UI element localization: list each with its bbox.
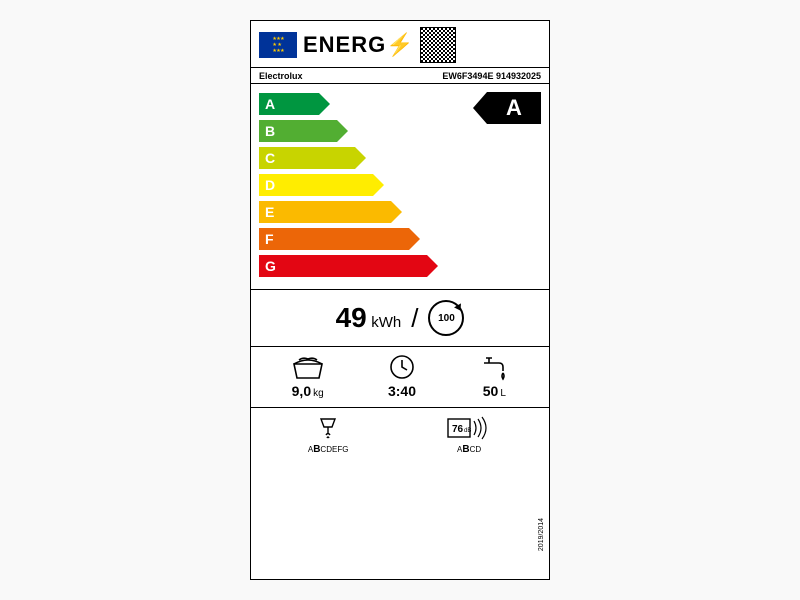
product-info-row: Electrolux EW6F3494E 914932025: [251, 68, 549, 83]
qr-code-icon: [420, 27, 456, 63]
duration-value: 3:40: [388, 383, 416, 399]
scale-letter: E: [259, 201, 391, 223]
scale-letter: D: [259, 174, 373, 196]
energy-word: ENERG: [303, 32, 386, 57]
noise-subscale: ABCD: [457, 444, 481, 455]
svg-text:dB: dB: [464, 428, 471, 434]
bolt-icon: ⚡: [386, 32, 413, 57]
speaker-icon: 76dB: [446, 414, 492, 442]
eu-flag-icon: ★ ★ ★★ ★★ ★ ★: [259, 32, 297, 58]
svg-text:76: 76: [452, 424, 464, 435]
water-value: 50: [483, 383, 499, 399]
arrow-tip: [319, 93, 330, 115]
arrow-tip: [355, 147, 366, 169]
duration-spec: 3:40: [388, 353, 416, 401]
scale-row-a: A: [259, 92, 541, 116]
model-number: EW6F3494E 914932025: [442, 71, 541, 81]
arrow-tip: [391, 201, 402, 223]
spin-subscale: ABCDEFG: [308, 444, 349, 455]
specs-row-1: 9,0kg 3:40 50L: [251, 347, 549, 407]
scale-row-g: G: [259, 254, 541, 278]
header-row: ★ ★ ★★ ★★ ★ ★ ENERG⚡: [251, 21, 549, 67]
scale-row-c: C: [259, 146, 541, 170]
arrow-tip: [373, 174, 384, 196]
noise-spec: 76dB ABCD: [446, 414, 492, 455]
scale-row-d: D: [259, 173, 541, 197]
arrow-tip: [337, 120, 348, 142]
duration-value-row: 3:40: [388, 383, 416, 401]
arrow-tip: [409, 228, 420, 250]
scale-letter: B: [259, 120, 337, 142]
spin-spec: ABCDEFG: [308, 414, 349, 455]
tap-icon: [479, 353, 509, 381]
kwh-block: 49 kWh: [336, 302, 402, 334]
water-unit: L: [500, 388, 506, 399]
scale-row-b: B: [259, 119, 541, 143]
cycles-icon: 100: [428, 300, 464, 336]
capacity-spec: 9,0kg: [291, 353, 325, 401]
scale-letter: C: [259, 147, 355, 169]
efficiency-scale: A ABCDEFG: [251, 84, 549, 289]
specs-row-2: ABCDEFG 76dB ABCD: [251, 408, 549, 461]
basket-icon: [291, 353, 325, 381]
capacity-unit: kg: [313, 388, 324, 399]
clock-icon: [388, 353, 416, 381]
energy-title: ENERG⚡: [303, 32, 414, 58]
scale-row-e: E: [259, 200, 541, 224]
water-spec: 50L: [479, 353, 509, 401]
brand-name: Electrolux: [259, 71, 303, 81]
scale-letter: G: [259, 255, 427, 277]
scale-letter: F: [259, 228, 409, 250]
scale-row-f: F: [259, 227, 541, 251]
water-value-row: 50L: [483, 383, 506, 401]
scale-letter: A: [259, 93, 319, 115]
capacity-value-row: 9,0kg: [292, 383, 324, 401]
spin-icon: [313, 414, 343, 442]
slash: /: [411, 303, 418, 334]
capacity-value: 9,0: [292, 383, 311, 399]
cycles-value: 100: [438, 313, 455, 324]
arrow-tip: [427, 255, 438, 277]
consumption-row: 49 kWh / 100: [251, 290, 549, 346]
energy-label: ★ ★ ★★ ★★ ★ ★ ENERG⚡ Electrolux EW6F3494…: [250, 20, 550, 580]
regulation-number: 2019/2014: [538, 518, 545, 551]
kwh-unit: kWh: [371, 314, 401, 331]
kwh-value: 49: [336, 302, 367, 333]
